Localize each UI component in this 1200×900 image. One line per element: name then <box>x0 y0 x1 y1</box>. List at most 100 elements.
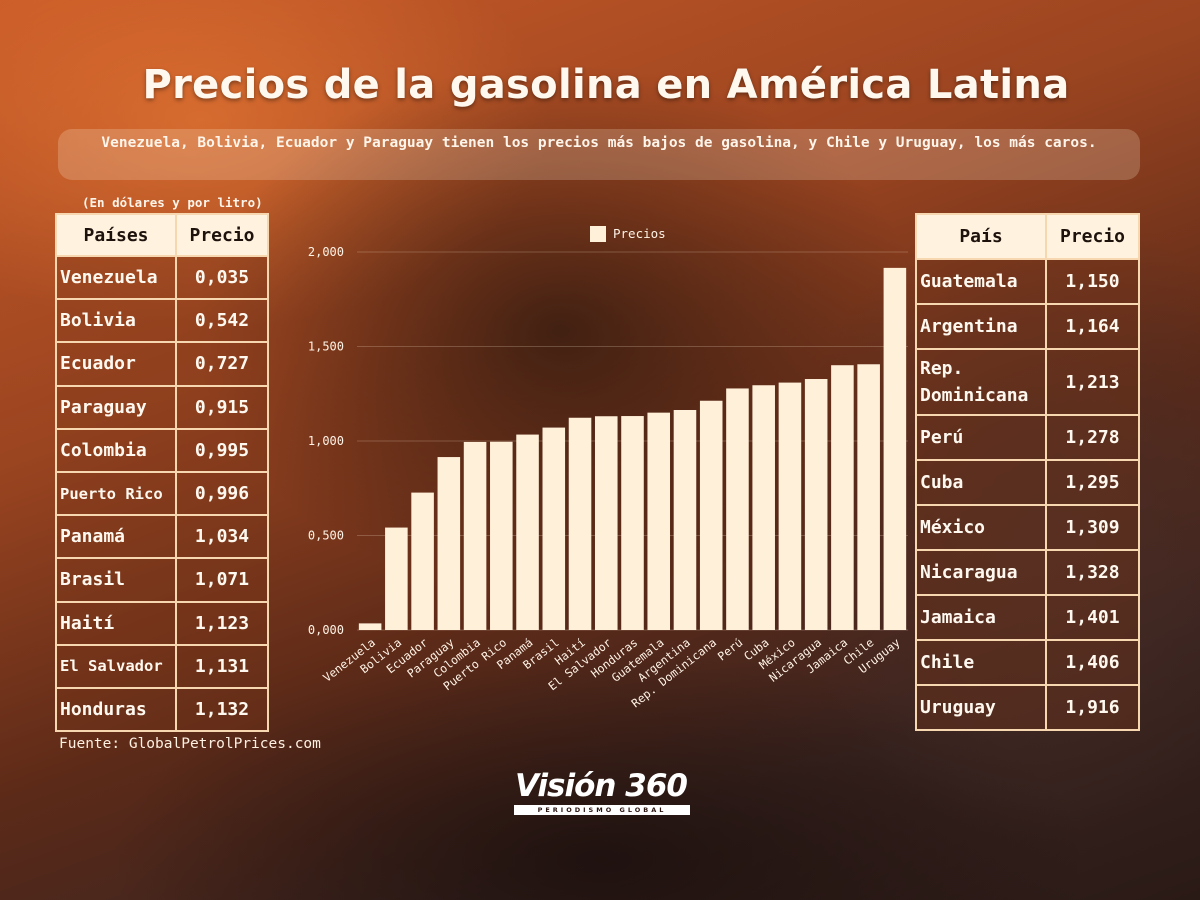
price-cell: 0,035 <box>175 254 269 301</box>
table-row: Uruguay 1,916 <box>915 684 1140 731</box>
chart-legend: Precios <box>590 226 666 242</box>
table-header-row: País Precio <box>915 213 1140 260</box>
bar <box>385 527 408 630</box>
bar <box>358 623 382 630</box>
country-cell: Haití <box>55 600 177 646</box>
country-cell: Nicaragua <box>915 549 1047 596</box>
country-cell: Brasil <box>55 557 177 603</box>
bar <box>804 379 828 630</box>
table-row: Haití 1,123 <box>55 600 269 646</box>
price-cell: 1,071 <box>175 557 269 603</box>
table-row: El Salvador 1,131 <box>55 643 269 689</box>
x-tick-label: Perú <box>715 635 745 663</box>
country-cell: Argentina <box>915 303 1047 350</box>
x-axis-ticks: VenezuelaBoliviaEcuadorParaguayColombiaP… <box>320 635 903 710</box>
table-row: Puerto Rico 0,996 <box>55 470 269 517</box>
price-cell: 1,150 <box>1045 258 1140 305</box>
table-row: Paraguay 0,915 <box>55 384 269 430</box>
table-row: Cuba 1,295 <box>915 459 1140 506</box>
price-cell: 1,164 <box>1045 303 1140 350</box>
country-cell: Bolivia <box>55 298 177 344</box>
subtitle: Venezuela, Bolivia, Ecuador y Paraguay t… <box>101 135 1097 151</box>
country-cell: Guatemala <box>915 258 1047 305</box>
table-row: Bolivia 0,542 <box>55 298 269 344</box>
price-cell: 1,131 <box>175 643 269 689</box>
bar <box>647 412 671 630</box>
table-row: Argentina 1,164 <box>915 303 1140 350</box>
country-cell: Chile <box>915 639 1047 686</box>
country-cell: México <box>915 504 1047 551</box>
bar <box>542 427 566 630</box>
price-cell: 1,309 <box>1045 504 1140 551</box>
table-row: Rep. Dominicana 1,213 <box>915 348 1140 416</box>
country-cell: Paraguay <box>55 384 177 430</box>
table-row: Colombia 0,995 <box>55 427 269 473</box>
bar <box>778 382 802 630</box>
bar <box>752 385 775 630</box>
price-cell: 1,034 <box>175 514 269 560</box>
price-cell: 1,916 <box>1045 684 1140 731</box>
bar <box>437 457 461 630</box>
table-row: Chile 1,406 <box>915 639 1140 686</box>
left-price-table: Países Precio Venezuela 0,035 Bolivia 0,54… <box>55 213 269 733</box>
country-cell: Rep. Dominicana <box>915 348 1047 416</box>
bar <box>883 267 907 630</box>
country-cell: Puerto Rico <box>55 470 177 517</box>
bar-chart: 0,000 0,500 1,000 1,500 2,000 VenezuelaBoliv… <box>308 226 908 710</box>
source-note: Fuente: GlobalPetrolPrices.com <box>59 736 321 752</box>
price-cell: 0,995 <box>175 427 269 473</box>
country-cell: Honduras <box>55 686 177 733</box>
price-cell: 1,406 <box>1045 639 1140 686</box>
logo-tagline: PERIODISMO GLOBAL <box>514 805 690 815</box>
bar <box>673 410 697 630</box>
bar <box>621 416 644 630</box>
table-row: Guatemala 1,150 <box>915 258 1140 305</box>
bar <box>726 388 749 630</box>
logo-wordmark: Visión 360 <box>514 768 688 804</box>
bar <box>831 365 854 630</box>
table-row: Nicaragua 1,328 <box>915 549 1140 596</box>
y-tick-label: 1,500 <box>308 340 344 354</box>
table-row: México 1,309 <box>915 504 1140 551</box>
country-cell: Colombia <box>55 427 177 473</box>
bars <box>358 267 907 630</box>
price-cell: 1,278 <box>1045 414 1140 461</box>
bar <box>699 400 723 630</box>
bar <box>594 416 618 630</box>
country-cell: El Salvador <box>55 643 177 689</box>
right-price-table: País Precio Guatemala 1,150 Argentina 1,16… <box>915 213 1140 731</box>
subtitle-box <box>58 129 1140 180</box>
y-tick-label: 2,000 <box>308 245 344 259</box>
header-country: Países <box>55 213 177 257</box>
y-tick-label: 1,000 <box>308 434 344 448</box>
price-cell: 0,727 <box>175 341 269 387</box>
page-title: Precios de la gasolina en América Latina <box>142 62 1070 108</box>
table-row: Venezuela 0,035 <box>55 254 269 301</box>
unit-note: (En dólares y por litro) <box>82 195 263 210</box>
y-axis-ticks: 0,000 0,500 1,000 1,500 2,000 <box>308 245 344 637</box>
price-cell: 1,328 <box>1045 549 1140 596</box>
table-row: Jamaica 1,401 <box>915 594 1140 641</box>
table-header-row: Países Precio <box>55 213 269 257</box>
bar <box>463 441 487 630</box>
country-cell: Uruguay <box>915 684 1047 731</box>
legend-swatch <box>590 226 606 242</box>
header-price: Precio <box>175 213 269 257</box>
bar <box>411 492 434 630</box>
table-row: Panamá 1,034 <box>55 514 269 560</box>
table-row: Perú 1,278 <box>915 414 1140 461</box>
bar <box>516 434 539 630</box>
country-cell: Cuba <box>915 459 1047 506</box>
header-country: País <box>915 213 1047 260</box>
country-cell: Jamaica <box>915 594 1047 641</box>
price-cell: 1,123 <box>175 600 269 646</box>
price-cell: 1,213 <box>1045 348 1140 416</box>
legend-label: Precios <box>613 226 666 241</box>
price-cell: 1,401 <box>1045 594 1140 641</box>
price-cell: 1,132 <box>175 686 269 733</box>
header-price: Precio <box>1045 213 1140 260</box>
country-cell: Perú <box>915 414 1047 461</box>
bar <box>568 417 592 630</box>
table-row: Honduras 1,132 <box>55 686 269 733</box>
bar <box>490 441 513 630</box>
